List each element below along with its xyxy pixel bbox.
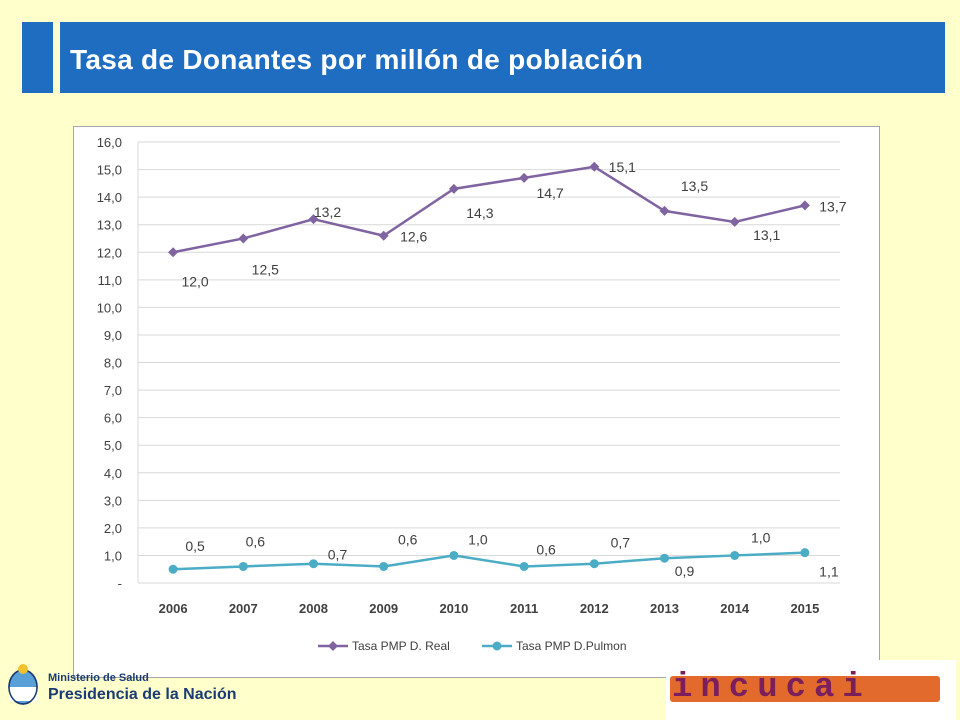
series-line [172, 165, 806, 254]
data-point [729, 216, 740, 227]
x-tick-label: 2006 [159, 601, 188, 616]
data-label: 1,1 [819, 564, 839, 580]
x-tick-label: 2011 [510, 601, 538, 616]
data-point [168, 247, 179, 258]
data-point [589, 161, 600, 172]
data-point [589, 559, 599, 569]
data-label: 0,9 [675, 563, 695, 579]
data-label: 1,0 [468, 531, 488, 547]
y-tick-label: 3,0 [104, 493, 122, 508]
legend-swatch-marker [492, 641, 502, 651]
presidency-label: Presidencia de la Nación [48, 686, 237, 703]
data-label: 14,7 [536, 185, 563, 201]
data-point [448, 183, 459, 194]
y-tick-label: 1,0 [104, 548, 122, 563]
data-point [168, 564, 178, 574]
y-tick-label: 2,0 [104, 521, 122, 536]
y-tick-label: 13,0 [97, 218, 122, 233]
data-point [660, 553, 669, 563]
data-point [238, 561, 248, 571]
y-tick-label: 9,0 [104, 328, 122, 343]
x-tick-label: 2012 [580, 601, 609, 616]
data-label: 0,6 [246, 533, 266, 549]
data-point [449, 550, 459, 560]
legend-label: Tasa PMP D. Real [352, 639, 450, 653]
data-label: 0,6 [536, 541, 556, 557]
header-bar [60, 22, 945, 93]
x-tick-label: 2008 [299, 601, 328, 616]
chart-frame [73, 126, 880, 678]
data-label: 12,0 [181, 273, 208, 289]
data-point [238, 233, 249, 244]
page-title: Tasa de Donantes por millón de población [70, 44, 644, 75]
y-tick-label: 15,0 [97, 163, 122, 178]
data-label: 13,1 [753, 227, 780, 243]
data-label: 12,6 [400, 229, 427, 245]
data-label: 0,6 [398, 531, 418, 547]
y-tick-label: 16,0 [97, 135, 122, 150]
y-tick-label: 12,0 [97, 245, 122, 260]
data-point [379, 561, 389, 571]
incucai-logo-text: incucai [672, 669, 871, 707]
x-tick-label: 2007 [229, 601, 258, 616]
ministry-label: Ministerio de Salud [48, 672, 149, 684]
series-line [173, 551, 805, 571]
y-tick-label: 8,0 [104, 356, 122, 371]
data-point [799, 200, 810, 211]
x-tick-label: 2013 [650, 601, 679, 616]
data-label: 14,3 [466, 205, 493, 221]
incucai-logo-band [670, 676, 940, 702]
data-point [378, 230, 389, 241]
y-tick-label: 10,0 [97, 300, 122, 315]
data-point [519, 172, 530, 183]
legend-swatch-marker [328, 641, 338, 651]
x-tick-label: 2010 [439, 601, 468, 616]
data-label: 0,5 [185, 538, 205, 554]
x-tick-label: 2009 [369, 601, 398, 616]
data-label: 12,5 [252, 261, 279, 277]
data-point [309, 559, 318, 569]
data-label: 15,1 [609, 159, 636, 175]
data-label: 13,5 [681, 178, 708, 194]
data-point [800, 548, 810, 558]
data-point [659, 205, 670, 216]
data-label: 0,7 [328, 547, 348, 563]
y-tick-label: 6,0 [104, 411, 122, 426]
x-tick-label: 2014 [720, 601, 750, 616]
y-tick-label: 14,0 [97, 190, 122, 205]
data-label: 13,2 [314, 204, 341, 220]
y-tick-label: - [118, 576, 122, 591]
data-point [308, 214, 319, 225]
y-tick-label: 5,0 [104, 438, 122, 453]
coat-of-arms-icon [8, 664, 38, 705]
header-accent-bar [22, 22, 53, 93]
data-label: 13,7 [819, 198, 846, 214]
data-label: 0,7 [611, 535, 631, 551]
y-tick-label: 7,0 [104, 383, 122, 398]
data-label: 1,0 [751, 529, 771, 545]
y-tick-label: 11,0 [98, 273, 122, 288]
data-point [519, 561, 529, 571]
legend-label: Tasa PMP D.Pulmon [516, 639, 627, 653]
x-tick-label: 2015 [790, 601, 819, 616]
data-point [730, 550, 740, 560]
y-tick-label: 4,0 [104, 466, 122, 481]
